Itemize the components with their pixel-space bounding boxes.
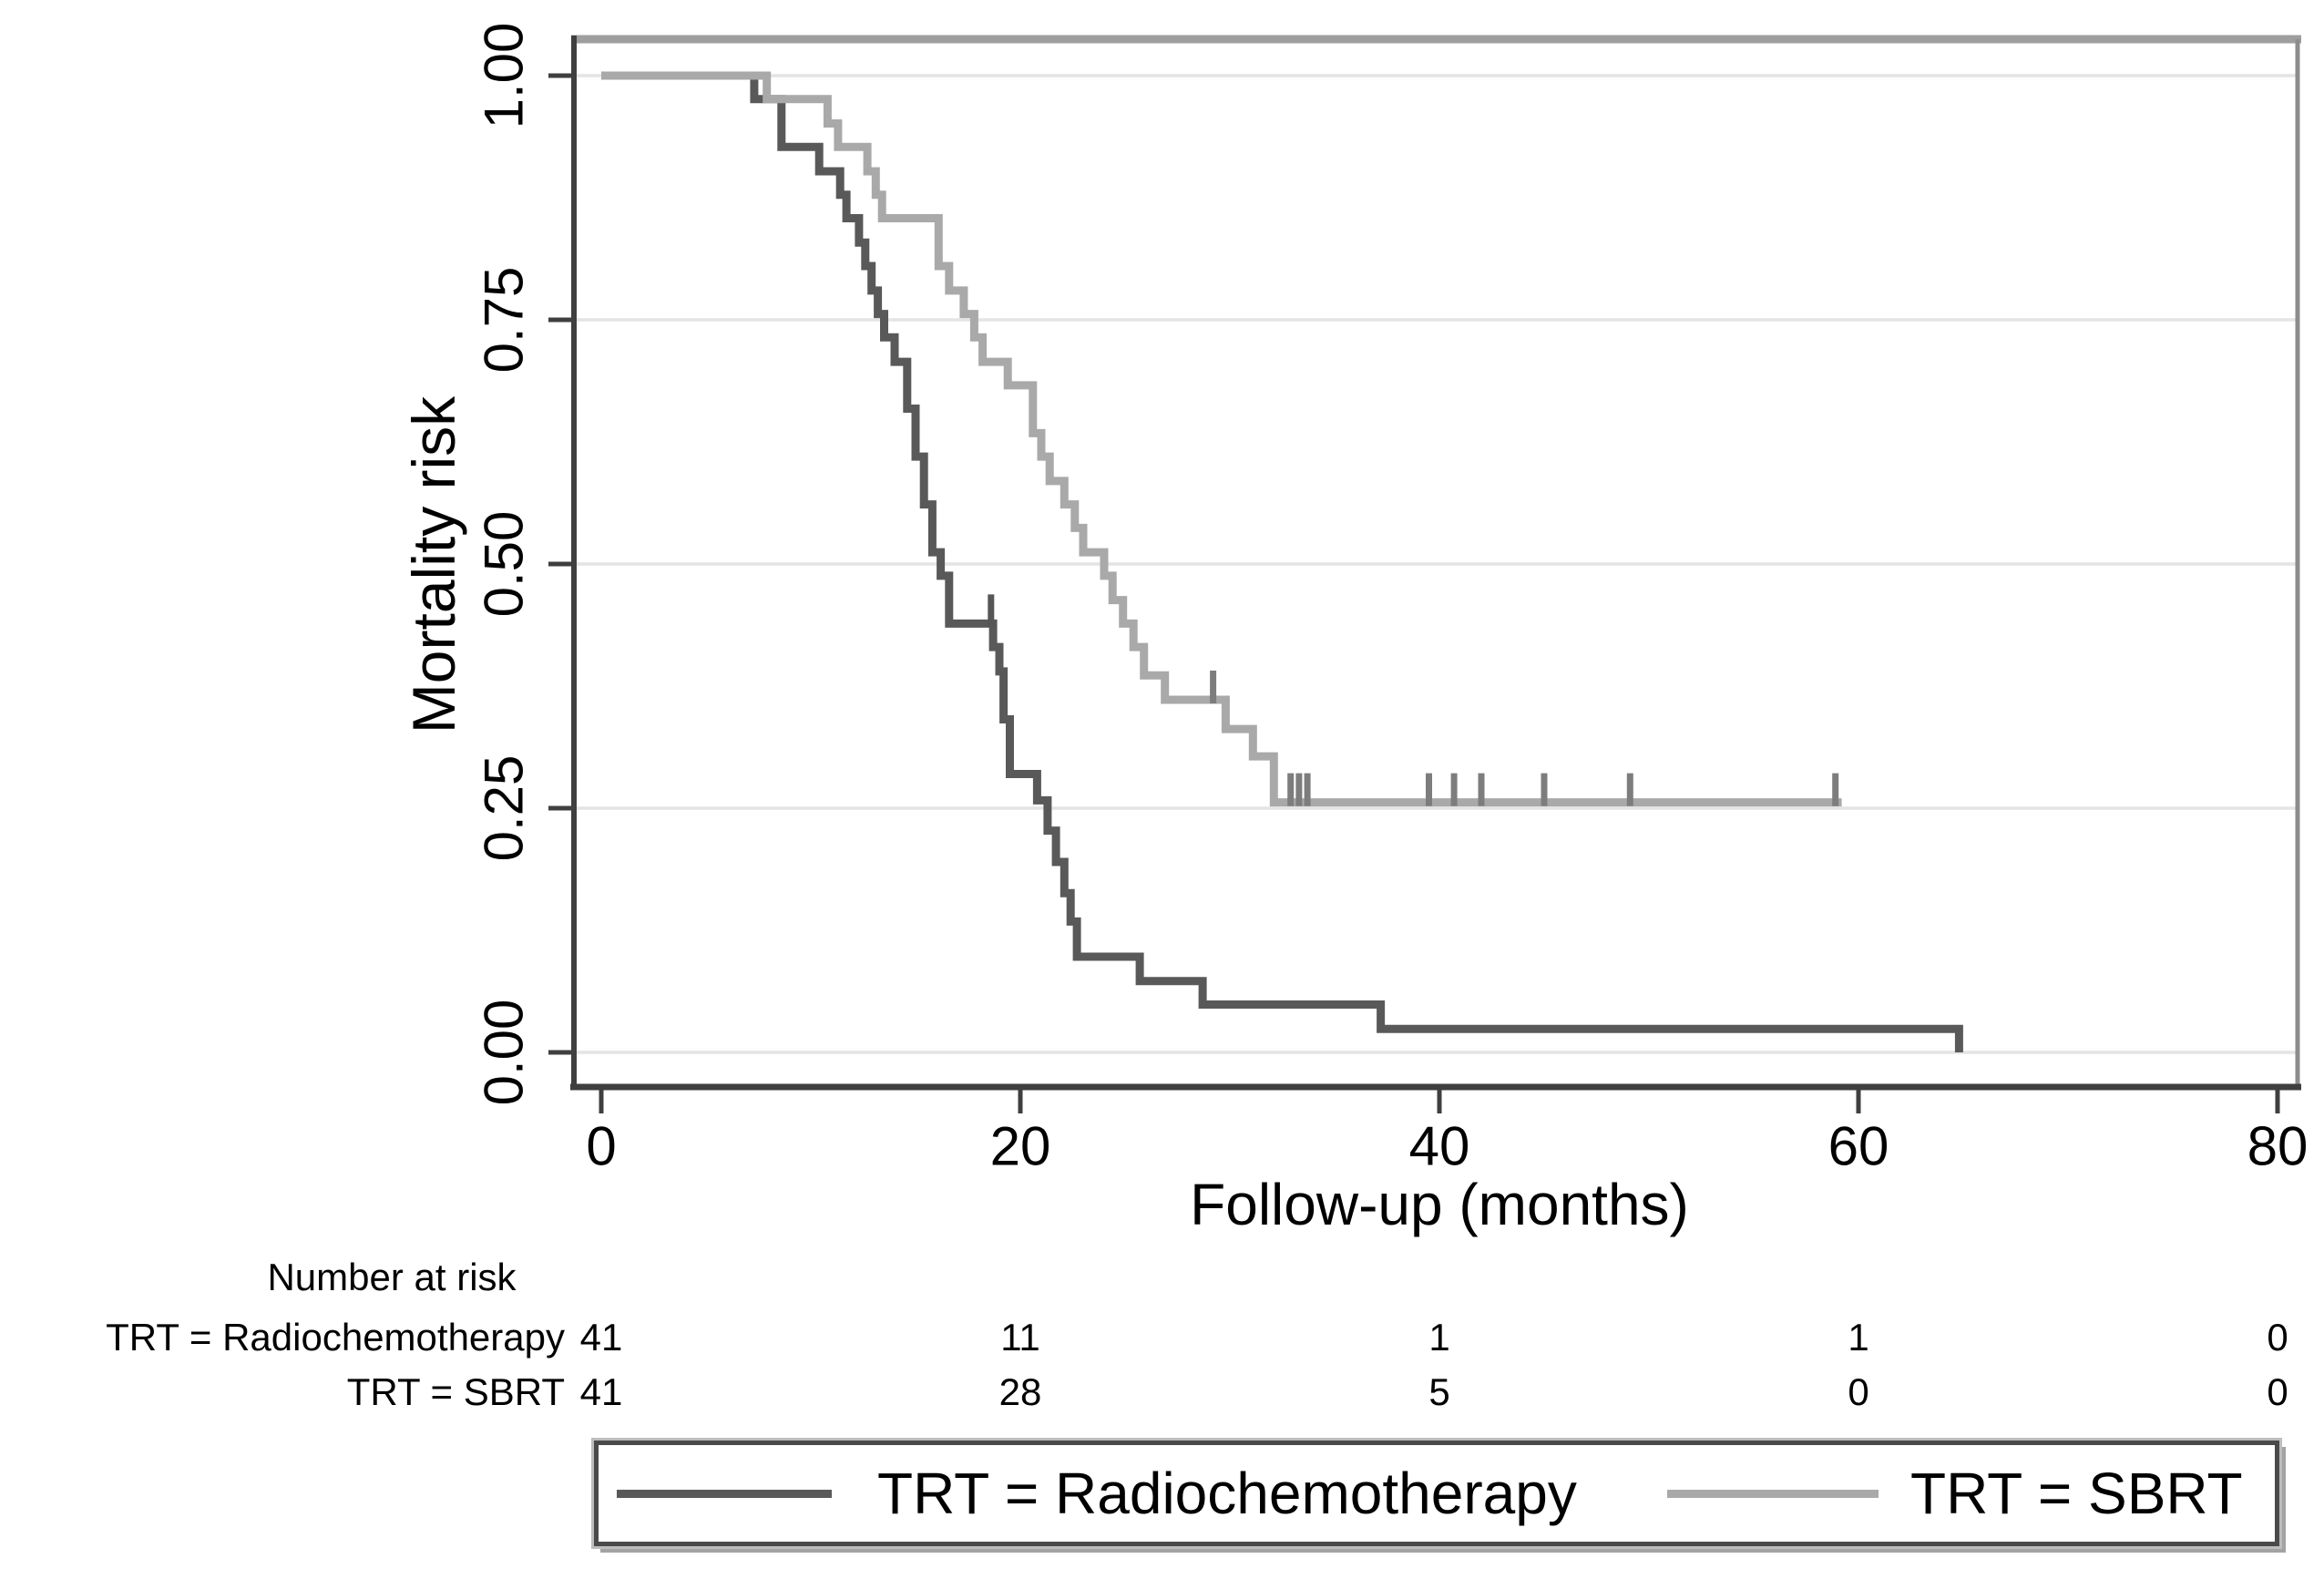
legend-label-radiochemotherapy: TRT = Radiochemotherapy bbox=[877, 1461, 1577, 1526]
x-tick-label: 20 bbox=[989, 1115, 1051, 1177]
y-tick-label: 0.25 bbox=[473, 754, 535, 862]
number-at-risk-value: 41 bbox=[579, 1316, 623, 1359]
y-tick-label: 0.00 bbox=[473, 999, 535, 1106]
number-at-risk-value: 0 bbox=[1848, 1370, 1869, 1413]
y-tick-label: 1.00 bbox=[473, 22, 535, 129]
x-tick-label: 80 bbox=[2247, 1115, 2309, 1177]
y-tick-label: 0.50 bbox=[473, 510, 535, 618]
number-at-risk-value: 0 bbox=[2267, 1370, 2288, 1413]
legend-label-sbrt: TRT = SBRT bbox=[1910, 1461, 2243, 1526]
number-at-risk-value: 5 bbox=[1428, 1370, 1450, 1413]
legend: TRT = Radiochemotherapy TRT = SBRT bbox=[591, 1438, 2282, 1549]
legend-line-radiochemotherapy bbox=[617, 1490, 832, 1498]
risk-row-label-radiochemotherapy: TRT = Radiochemotherapy bbox=[106, 1316, 565, 1359]
x-axis-title: Follow-up (months) bbox=[1190, 1172, 1689, 1237]
y-axis-title: Mortality risk bbox=[400, 395, 467, 734]
y-tick-label: 0.75 bbox=[473, 266, 535, 374]
number-at-risk-value: 0 bbox=[2267, 1316, 2288, 1359]
x-tick-label: 60 bbox=[1827, 1115, 1889, 1177]
number-at-risk-value: 1 bbox=[1428, 1316, 1450, 1359]
risk-row-label-sbrt: TRT = SBRT bbox=[346, 1370, 565, 1413]
legend-line-sbrt bbox=[1667, 1490, 1879, 1498]
km-curve-sbrt bbox=[601, 71, 1842, 807]
number-at-risk-value: 11 bbox=[1000, 1316, 1040, 1359]
km-curve-radiochemotherapy bbox=[601, 71, 1963, 1052]
number-at-risk-value: 28 bbox=[998, 1370, 1042, 1413]
number-at-risk-value: 1 bbox=[1848, 1316, 1869, 1359]
number-at-risk-header: Number at risk bbox=[267, 1256, 517, 1298]
x-tick-label: 40 bbox=[1408, 1115, 1470, 1177]
number-at-risk-value: 41 bbox=[579, 1370, 623, 1413]
x-tick-label: 0 bbox=[586, 1115, 617, 1177]
